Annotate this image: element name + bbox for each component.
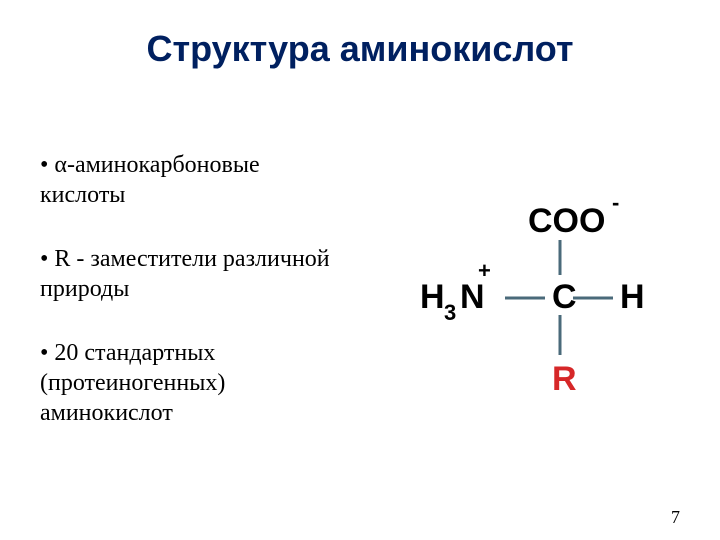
page-number: 7 (671, 507, 680, 528)
r-group: R (552, 360, 577, 398)
bullet-list: • α-аминокарбоновые кислоты • R - замест… (40, 150, 340, 462)
coo-charge: - (612, 190, 619, 215)
amine-h: H (420, 278, 445, 316)
amine-sub3: 3 (444, 300, 456, 325)
bullet-item: • α-аминокарбоновые кислоты (40, 150, 340, 210)
slide-title: Структура аминокислот (0, 28, 720, 70)
amino-acid-structure: C COO - + H 3 N H R (360, 150, 700, 430)
right-h: H (620, 278, 645, 316)
amine-n: N (460, 278, 485, 316)
coo-text: COO (528, 202, 605, 240)
center-atom: C (552, 278, 577, 316)
slide: Структура аминокислот • α-аминокарбоновы… (0, 0, 720, 540)
bullet-item: • R - заместители различной природы (40, 244, 340, 304)
bullet-item: • 20 стандартных (протеиногенных) аминок… (40, 338, 340, 428)
